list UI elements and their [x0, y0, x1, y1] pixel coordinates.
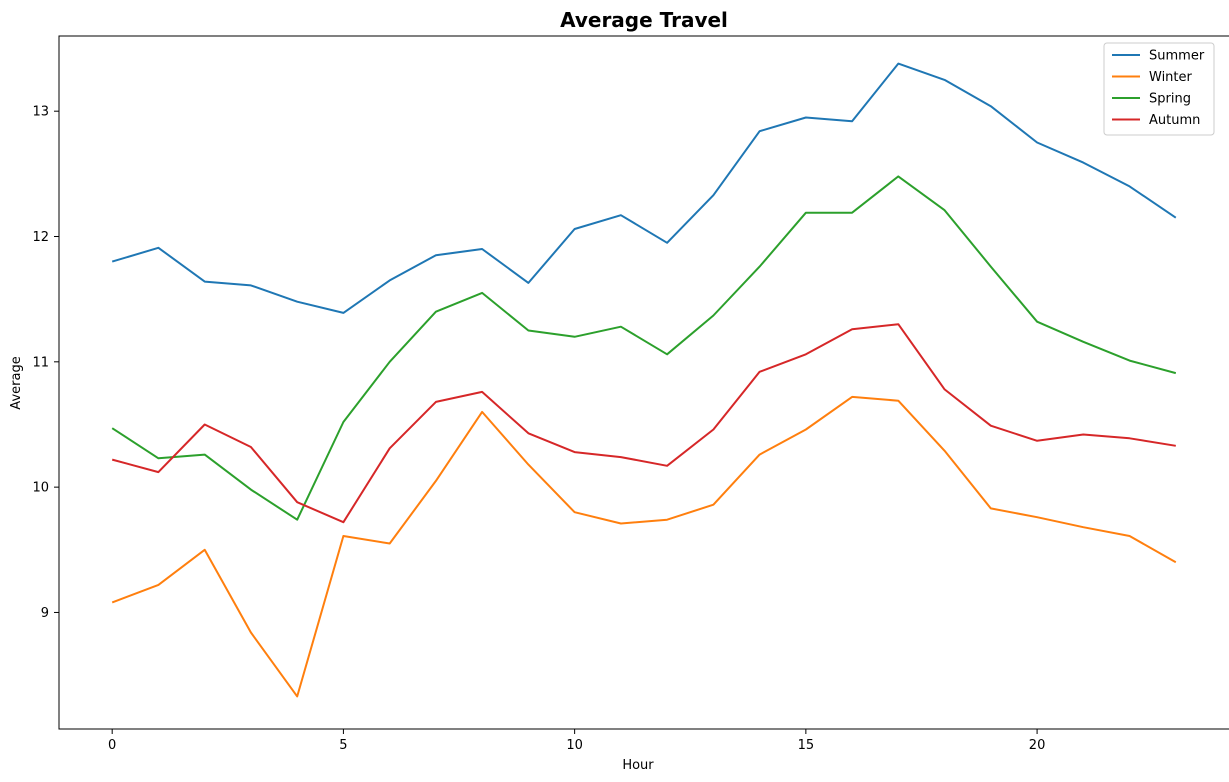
- y-tick-label: 13: [32, 105, 49, 120]
- legend-label-autumn: Autumn: [1149, 113, 1200, 128]
- x-tick-label: 10: [566, 738, 583, 753]
- series-line-autumn: [111, 323, 1176, 524]
- x-tick-label: 15: [798, 738, 815, 753]
- legend-label-winter: Winter: [1149, 70, 1193, 85]
- y-tick-label: 12: [32, 230, 49, 245]
- x-tick-label: 20: [1029, 738, 1046, 753]
- x-tick-label: 5: [339, 738, 347, 753]
- legend-box: [1103, 42, 1215, 136]
- y-tick-label: 11: [32, 355, 49, 370]
- y-tick-label: 9: [41, 606, 49, 621]
- y-tick-label: 10: [32, 481, 49, 496]
- series-line-summer: [111, 62, 1177, 314]
- plot-frame: [58, 35, 1229, 730]
- x-tick-label: 0: [108, 738, 116, 753]
- series-line-winter: [111, 395, 1177, 698]
- y-axis-label: Average: [9, 356, 24, 409]
- x-axis-label: Hour: [622, 758, 654, 773]
- series-line-spring: [111, 175, 1177, 521]
- legend-label-summer: Summer: [1149, 49, 1205, 64]
- x-axis-ticks: 0 5 10 15 20: [108, 729, 1045, 753]
- chart-title: Average Travel: [560, 8, 728, 32]
- legend-label-spring: Spring: [1149, 92, 1191, 107]
- y-axis-ticks: 9 10 11 12 13: [32, 105, 59, 621]
- legend: Summer Winter Spring Autumn: [1103, 42, 1215, 136]
- plot-area: [111, 62, 1177, 698]
